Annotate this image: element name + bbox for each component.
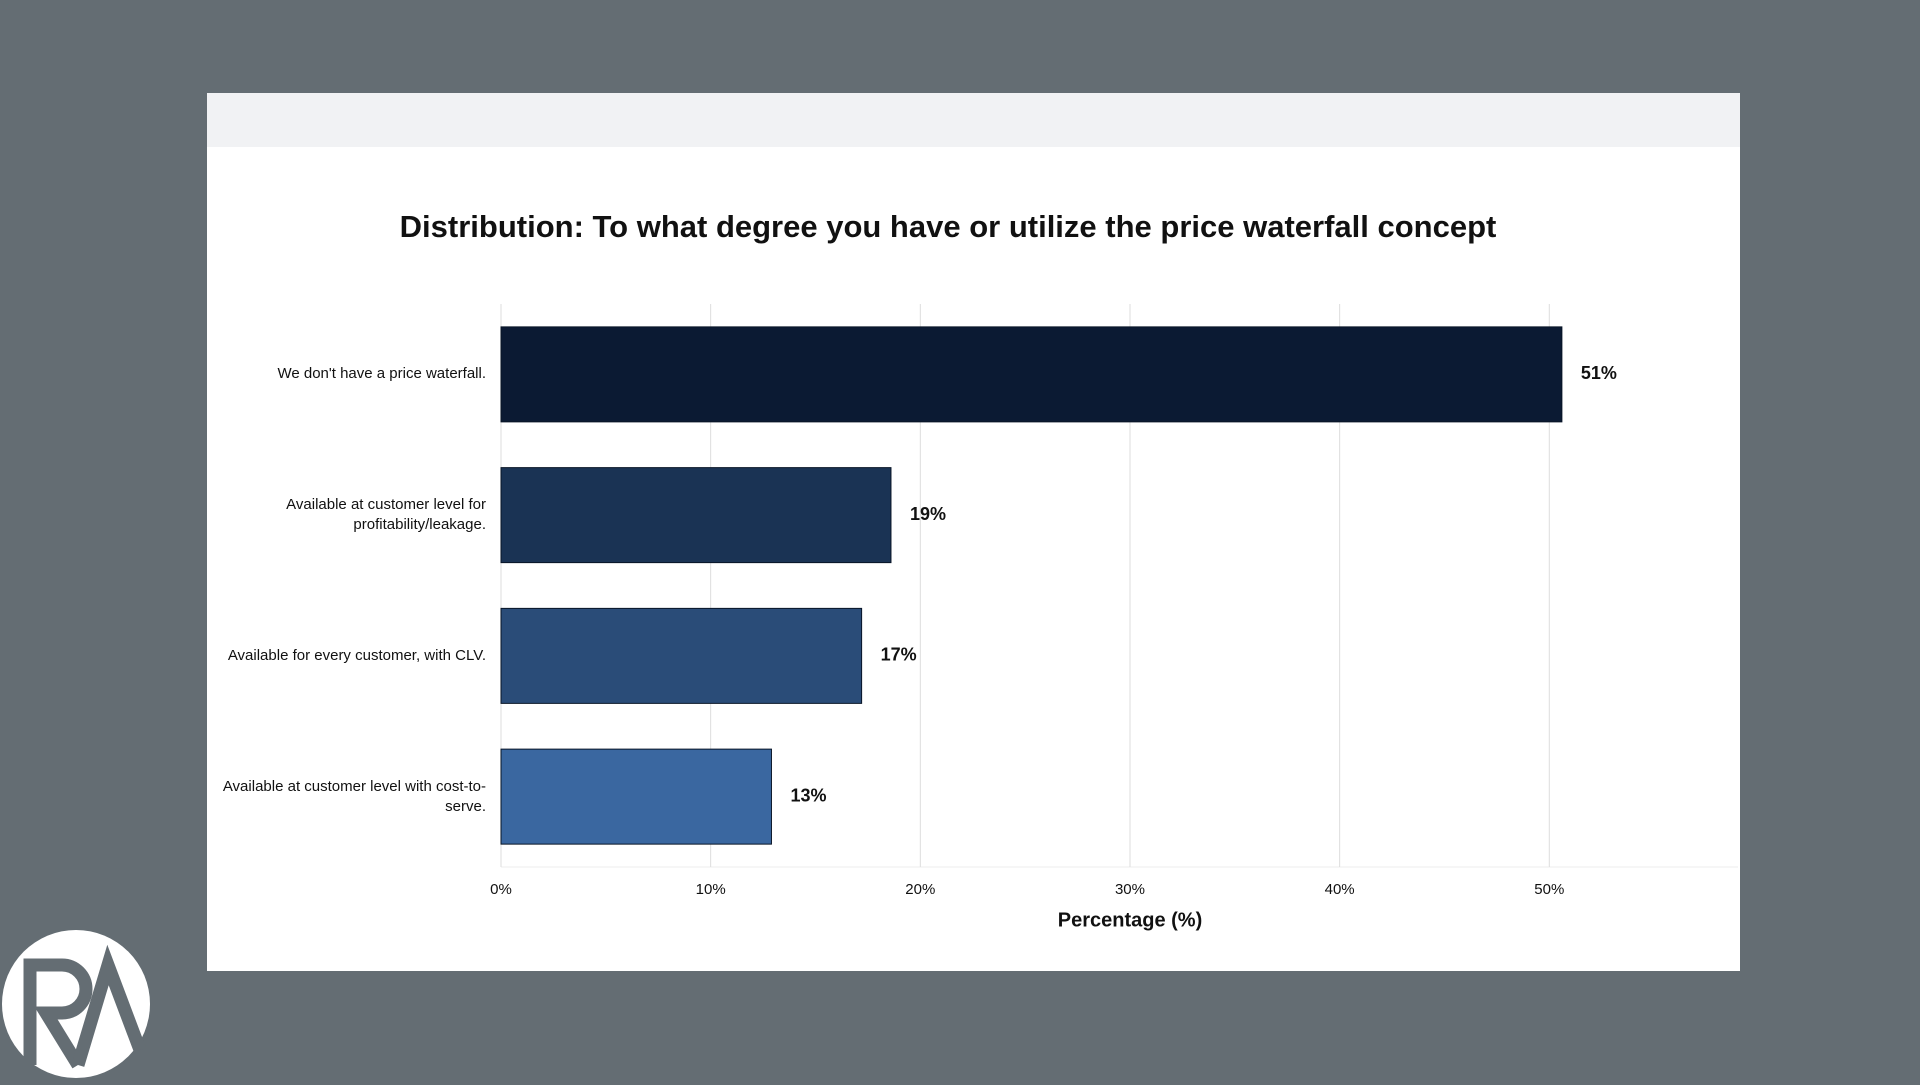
x-tick-label: 10% — [696, 881, 726, 898]
x-axis-label: Percentage (%) — [1058, 909, 1203, 931]
value-label: 17% — [881, 645, 917, 665]
y-tick-label: We don't have a price waterfall. — [277, 365, 486, 383]
x-tick-label: 20% — [905, 881, 935, 898]
value-label: 51% — [1581, 363, 1617, 383]
value-label: 13% — [790, 785, 826, 805]
bar — [500, 748, 772, 845]
y-tick-label: Available at customer level with cost-to… — [222, 777, 486, 815]
x-tick-label: 0% — [490, 881, 512, 898]
bar — [500, 607, 863, 704]
bar — [500, 326, 1563, 423]
logo — [2, 930, 150, 1078]
x-tick-label: 50% — [1534, 881, 1564, 898]
bar — [500, 467, 892, 564]
card-header — [207, 93, 1740, 147]
chart-card — [207, 93, 1740, 971]
value-label: 19% — [910, 504, 946, 524]
x-tick-label: 30% — [1115, 881, 1145, 898]
chart-title: Distribution: To what degree you have or… — [400, 209, 1497, 244]
y-tick-label: Available for every customer, with CLV. — [227, 646, 486, 664]
y-tick-label: Available at customer level for profitab… — [286, 496, 486, 534]
x-tick-label: 40% — [1325, 881, 1355, 898]
